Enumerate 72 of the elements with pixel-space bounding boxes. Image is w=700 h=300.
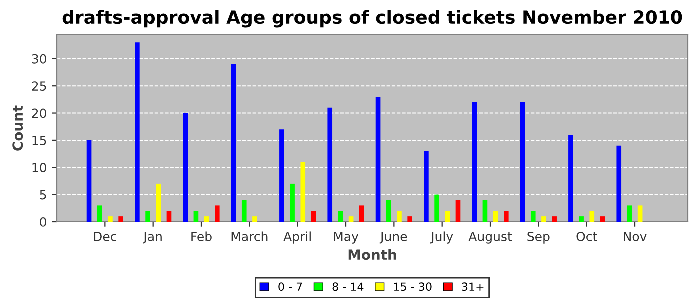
bar <box>482 200 488 222</box>
bar <box>328 108 333 222</box>
y-tick-label: 30 <box>32 54 46 64</box>
x-tick-label: Sep <box>528 232 550 244</box>
bar <box>97 206 102 222</box>
x-tick-label: Dec <box>94 232 116 242</box>
x-tick-label: July <box>430 232 454 244</box>
bar <box>568 135 574 222</box>
legend-label: 31+ <box>462 282 484 292</box>
bar <box>472 102 478 222</box>
bar <box>338 211 344 222</box>
x-tick-label: Nov <box>624 232 647 242</box>
bar <box>86 140 92 222</box>
bar <box>493 211 498 222</box>
x-tick-label: June <box>380 232 408 244</box>
bar <box>530 211 536 222</box>
bar <box>214 206 220 222</box>
x-tick-label: April <box>284 232 311 244</box>
bar <box>542 216 546 222</box>
x-axis-title: Month <box>348 249 396 260</box>
bar <box>231 64 236 222</box>
bar <box>252 216 258 222</box>
y-tick-label: 5 <box>40 190 46 200</box>
bar <box>156 184 162 222</box>
bar <box>359 206 364 222</box>
bar <box>108 216 113 222</box>
bar <box>616 146 622 222</box>
legend-label: 8 - 14 <box>332 282 364 292</box>
y-tick-label: 15 <box>32 136 46 146</box>
x-tick-label: August <box>468 232 512 244</box>
bar <box>638 206 643 222</box>
bar <box>386 200 392 222</box>
chart-title: drafts-approval Age groups of closed tickets November 2010 <box>62 10 682 28</box>
bar <box>627 206 632 222</box>
bar <box>445 211 450 222</box>
bar <box>504 211 509 222</box>
y-tick-label: 20 <box>32 108 46 118</box>
x-tick-label: May <box>334 232 359 244</box>
bar <box>552 216 557 222</box>
bar <box>579 216 584 222</box>
bar <box>434 194 440 222</box>
bar <box>290 184 295 222</box>
bar <box>424 151 429 222</box>
x-tick-label: March <box>232 232 268 242</box>
x-tick-label: Feb <box>192 232 212 242</box>
legend-label: 0 - 7 <box>278 282 302 292</box>
bar <box>408 216 412 222</box>
bar <box>166 211 172 222</box>
bar <box>520 102 526 222</box>
bar <box>280 130 284 222</box>
bar <box>194 211 199 222</box>
legend-label: 15 - 30 <box>394 282 432 292</box>
bar <box>300 162 306 222</box>
bar <box>204 216 210 222</box>
x-tick-label: Oct <box>576 232 598 242</box>
y-axis-title: Count <box>12 106 24 151</box>
x-tick-label: Jan <box>143 232 162 244</box>
bar <box>135 42 140 222</box>
bar <box>311 211 316 222</box>
bar <box>397 211 402 222</box>
bar <box>456 200 461 222</box>
bar <box>376 96 381 222</box>
bar <box>590 211 595 222</box>
bar <box>183 113 188 222</box>
bar <box>348 216 354 222</box>
y-tick-label: 10 <box>32 163 46 173</box>
bar <box>600 216 606 222</box>
bar <box>242 200 247 222</box>
y-tick-label: 0 <box>40 217 46 227</box>
y-tick-label: 25 <box>32 82 46 92</box>
bar <box>146 211 150 222</box>
bar <box>118 216 124 222</box>
